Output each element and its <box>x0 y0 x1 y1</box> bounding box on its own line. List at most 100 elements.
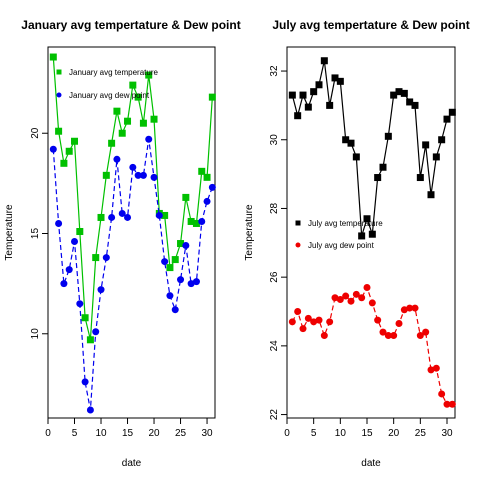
data-point <box>448 108 456 116</box>
january-panel: January avg tempertature & Dew point 0 5 10… <box>4 18 241 469</box>
series-1 <box>288 283 456 408</box>
y-tick-label: 26 <box>269 271 280 283</box>
data-point <box>76 300 84 308</box>
data-point <box>422 328 430 336</box>
x-tick-label: 15 <box>122 428 134 439</box>
data-point <box>315 81 323 89</box>
x-tick-label: 10 <box>95 428 107 439</box>
data-point <box>145 135 153 143</box>
data-point <box>294 308 302 316</box>
data-point <box>326 318 334 326</box>
data-point <box>129 163 137 171</box>
data-point <box>139 171 147 179</box>
data-point <box>304 314 312 322</box>
data-point <box>113 107 121 115</box>
data-point <box>438 390 446 398</box>
data-point <box>81 378 89 386</box>
data-point <box>203 173 211 181</box>
data-point <box>177 276 185 284</box>
data-point <box>182 242 190 250</box>
data-point <box>438 136 446 144</box>
data-point <box>108 139 116 147</box>
data-point <box>342 292 350 300</box>
data-point <box>390 91 398 99</box>
data-point <box>139 119 147 127</box>
data-point <box>336 295 344 303</box>
x-tick-label: 0 <box>45 428 51 439</box>
data-point <box>374 174 382 182</box>
data-point <box>406 304 414 312</box>
data-point <box>336 77 344 85</box>
y-tick-label: 20 <box>30 127 41 139</box>
data-point <box>81 314 89 322</box>
x-tick-label: 15 <box>361 428 373 439</box>
data-point <box>145 71 153 79</box>
plot-frame <box>47 46 216 419</box>
chart-title: July avg tempertature & Dew point <box>272 18 469 32</box>
y-tick-label: 32 <box>269 65 280 77</box>
data-point <box>416 174 424 182</box>
data-point <box>294 112 302 120</box>
data-point <box>448 400 456 408</box>
data-point <box>352 290 360 298</box>
x-tick-label: 25 <box>175 428 187 439</box>
data-point <box>161 211 169 219</box>
data-point <box>406 98 414 106</box>
chart-title: January avg tempertature & Dew point <box>21 18 240 32</box>
data-point <box>363 215 371 223</box>
legend-label: January avg temperature <box>69 68 158 77</box>
data-point <box>288 318 296 326</box>
x-tick-label: 25 <box>415 428 427 439</box>
data-point <box>71 238 79 246</box>
y-axis-label: Temperature <box>244 204 255 261</box>
data-point <box>416 332 424 340</box>
plot-frame <box>286 46 456 419</box>
data-point <box>352 153 360 161</box>
data-point <box>134 171 142 179</box>
data-point <box>310 318 318 326</box>
data-point <box>379 163 387 171</box>
data-point <box>49 145 57 153</box>
data-point <box>97 286 105 294</box>
data-point <box>171 256 179 264</box>
data-point <box>427 191 435 199</box>
legend-marker <box>56 92 62 98</box>
data-point <box>203 197 211 205</box>
legend-label: July avg temperature <box>308 219 383 228</box>
data-point <box>192 278 200 286</box>
data-point <box>326 101 334 109</box>
x-tick-label: 30 <box>201 428 213 439</box>
data-point <box>342 136 350 144</box>
data-point <box>102 254 110 262</box>
data-point <box>331 74 339 82</box>
data-point <box>71 137 79 145</box>
data-point <box>400 306 408 314</box>
data-point <box>304 103 312 111</box>
data-point <box>411 304 419 312</box>
data-point <box>374 316 382 324</box>
data-point <box>299 325 307 333</box>
data-point <box>150 115 158 123</box>
data-point <box>358 294 366 302</box>
data-point <box>55 219 63 227</box>
data-point <box>208 93 216 101</box>
x-axis-label: date <box>122 458 142 469</box>
data-point <box>347 139 355 147</box>
data-point <box>65 147 73 155</box>
data-point <box>395 88 403 96</box>
data-point <box>166 292 174 300</box>
data-point <box>108 213 116 221</box>
y-tick-label: 28 <box>269 202 280 214</box>
legend: January avg temperature January avg dew p… <box>56 68 158 100</box>
data-point <box>432 153 440 161</box>
x-tick-label: 0 <box>284 428 290 439</box>
legend-marker <box>56 69 62 75</box>
data-point <box>331 294 339 302</box>
data-point <box>86 336 94 344</box>
data-point <box>358 232 366 240</box>
data-point <box>155 211 163 219</box>
data-point <box>390 332 398 340</box>
y-tick-label: 10 <box>30 328 41 340</box>
data-point <box>400 89 408 97</box>
data-point <box>320 332 328 340</box>
